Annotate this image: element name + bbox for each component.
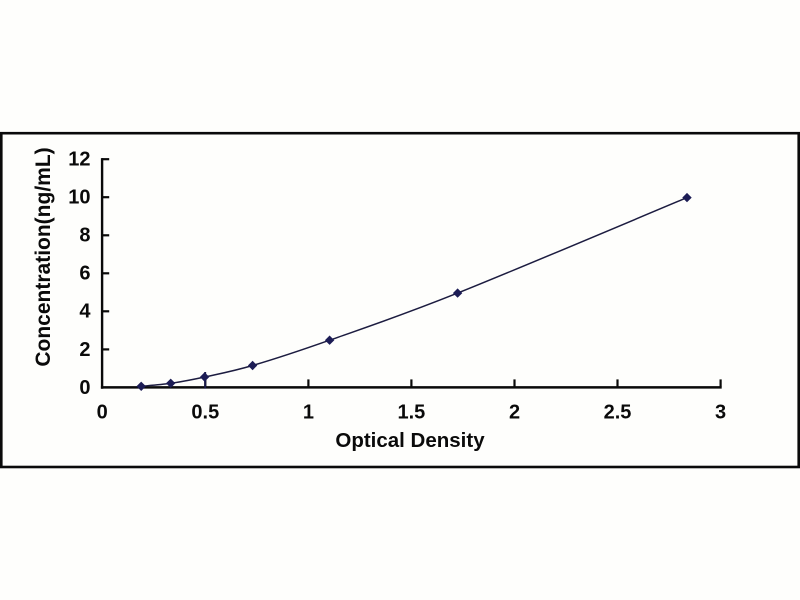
svg-text:0: 0 (79, 377, 90, 399)
svg-text:1.5: 1.5 (397, 401, 425, 423)
svg-text:0: 0 (97, 401, 108, 423)
svg-text:6: 6 (79, 263, 90, 285)
svg-text:1: 1 (303, 401, 314, 423)
svg-text:8: 8 (79, 225, 90, 247)
svg-text:2.5: 2.5 (604, 401, 632, 423)
svg-text:2: 2 (79, 339, 90, 361)
svg-text:2: 2 (509, 401, 520, 423)
svg-text:0.5: 0.5 (191, 401, 219, 423)
svg-text:10: 10 (68, 187, 90, 209)
svg-text:4: 4 (79, 301, 91, 323)
svg-text:Concentration(ng/mL): Concentration(ng/mL) (32, 147, 55, 366)
svg-text:3: 3 (715, 401, 726, 423)
svg-text:12: 12 (68, 149, 90, 171)
svg-text:Optical Density: Optical Density (335, 429, 485, 452)
